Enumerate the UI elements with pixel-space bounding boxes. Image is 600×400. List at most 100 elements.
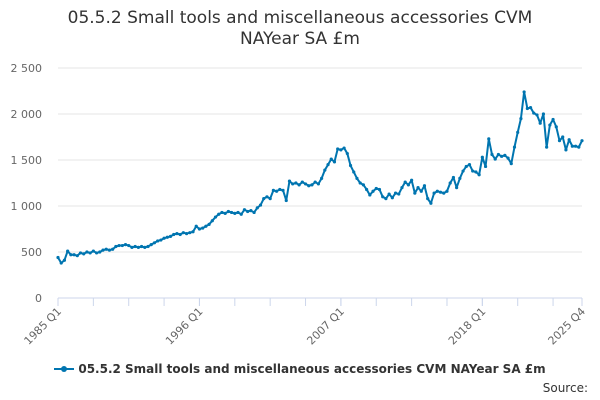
data-point[interactable]: [516, 130, 520, 134]
data-point[interactable]: [320, 176, 324, 180]
data-point[interactable]: [178, 232, 182, 237]
data-point[interactable]: [435, 189, 439, 193]
data-point[interactable]: [455, 186, 459, 190]
data-point[interactable]: [451, 175, 456, 180]
data-point[interactable]: [413, 191, 417, 195]
data-point[interactable]: [229, 210, 234, 215]
data-point[interactable]: [59, 261, 63, 265]
data-point[interactable]: [123, 243, 128, 247]
data-point[interactable]: [101, 248, 105, 252]
data-point[interactable]: [287, 179, 292, 183]
data-point[interactable]: [577, 145, 581, 149]
data-point[interactable]: [56, 255, 60, 260]
data-point[interactable]: [159, 238, 163, 242]
data-point[interactable]: [400, 186, 404, 190]
data-point[interactable]: [139, 244, 144, 249]
data-point[interactable]: [165, 235, 169, 239]
data-point[interactable]: [72, 253, 76, 257]
data-point[interactable]: [528, 105, 533, 110]
data-point[interactable]: [120, 243, 124, 248]
data-point[interactable]: [467, 163, 472, 167]
data-point[interactable]: [422, 184, 427, 188]
data-point[interactable]: [258, 203, 263, 207]
data-point[interactable]: [352, 170, 356, 174]
data-point[interactable]: [390, 196, 394, 200]
data-point[interactable]: [233, 211, 237, 215]
data-point[interactable]: [377, 187, 382, 192]
data-point[interactable]: [365, 187, 369, 192]
data-point[interactable]: [496, 152, 501, 157]
data-point[interactable]: [509, 162, 513, 166]
data-point[interactable]: [461, 169, 465, 173]
data-point[interactable]: [477, 173, 481, 177]
data-point[interactable]: [204, 224, 208, 228]
data-point[interactable]: [223, 211, 227, 215]
data-point[interactable]: [329, 157, 333, 161]
data-point[interactable]: [503, 153, 507, 157]
data-point[interactable]: [91, 249, 95, 253]
data-point[interactable]: [410, 178, 414, 182]
data-point[interactable]: [75, 254, 79, 258]
data-point[interactable]: [201, 226, 205, 230]
data-point[interactable]: [358, 181, 362, 185]
data-point[interactable]: [535, 113, 539, 117]
data-point[interactable]: [506, 156, 510, 160]
data-point[interactable]: [580, 139, 584, 143]
data-point[interactable]: [175, 232, 179, 236]
data-point[interactable]: [519, 117, 523, 121]
data-point[interactable]: [442, 191, 446, 195]
data-point[interactable]: [217, 212, 221, 216]
data-point[interactable]: [345, 151, 349, 156]
data-point[interactable]: [255, 206, 259, 210]
data-point[interactable]: [268, 197, 272, 201]
legend-item[interactable]: 05.5.2 Small tools and miscellaneous acc…: [54, 362, 546, 376]
data-point[interactable]: [326, 163, 330, 167]
data-point[interactable]: [381, 195, 385, 199]
data-point[interactable]: [406, 183, 411, 187]
data-point[interactable]: [226, 209, 230, 214]
data-point[interactable]: [281, 188, 285, 192]
data-point[interactable]: [69, 253, 73, 257]
data-point[interactable]: [339, 148, 343, 152]
data-point[interactable]: [493, 157, 497, 161]
data-point[interactable]: [271, 188, 275, 192]
data-point[interactable]: [143, 245, 147, 249]
data-point[interactable]: [197, 227, 202, 231]
data-point[interactable]: [265, 195, 269, 199]
data-point[interactable]: [397, 192, 401, 196]
data-point[interactable]: [303, 182, 308, 186]
data-point[interactable]: [313, 180, 317, 184]
data-point[interactable]: [191, 230, 195, 234]
data-point[interactable]: [525, 106, 529, 111]
data-point[interactable]: [104, 247, 108, 251]
data-point[interactable]: [156, 239, 160, 243]
data-point[interactable]: [88, 251, 92, 255]
data-point[interactable]: [490, 152, 494, 157]
data-point[interactable]: [252, 210, 256, 215]
data-point[interactable]: [210, 219, 214, 223]
data-point[interactable]: [551, 117, 555, 122]
data-point[interactable]: [332, 160, 337, 164]
data-point[interactable]: [374, 186, 378, 191]
data-point[interactable]: [548, 123, 552, 127]
data-point[interactable]: [361, 183, 365, 187]
data-point[interactable]: [130, 245, 134, 249]
data-point[interactable]: [448, 181, 452, 185]
data-point[interactable]: [432, 191, 436, 195]
data-point[interactable]: [500, 154, 504, 158]
data-point[interactable]: [342, 146, 346, 150]
data-point[interactable]: [464, 164, 468, 169]
data-point[interactable]: [323, 168, 327, 172]
data-point[interactable]: [541, 112, 546, 116]
data-point[interactable]: [284, 198, 288, 203]
data-point[interactable]: [371, 189, 375, 193]
data-point[interactable]: [114, 244, 118, 249]
data-point[interactable]: [416, 186, 420, 190]
data-point[interactable]: [262, 197, 266, 201]
data-point[interactable]: [152, 241, 157, 245]
data-point[interactable]: [429, 201, 433, 205]
data-point[interactable]: [181, 231, 185, 235]
data-point[interactable]: [94, 251, 99, 255]
data-point[interactable]: [291, 182, 295, 186]
data-point[interactable]: [471, 169, 475, 173]
